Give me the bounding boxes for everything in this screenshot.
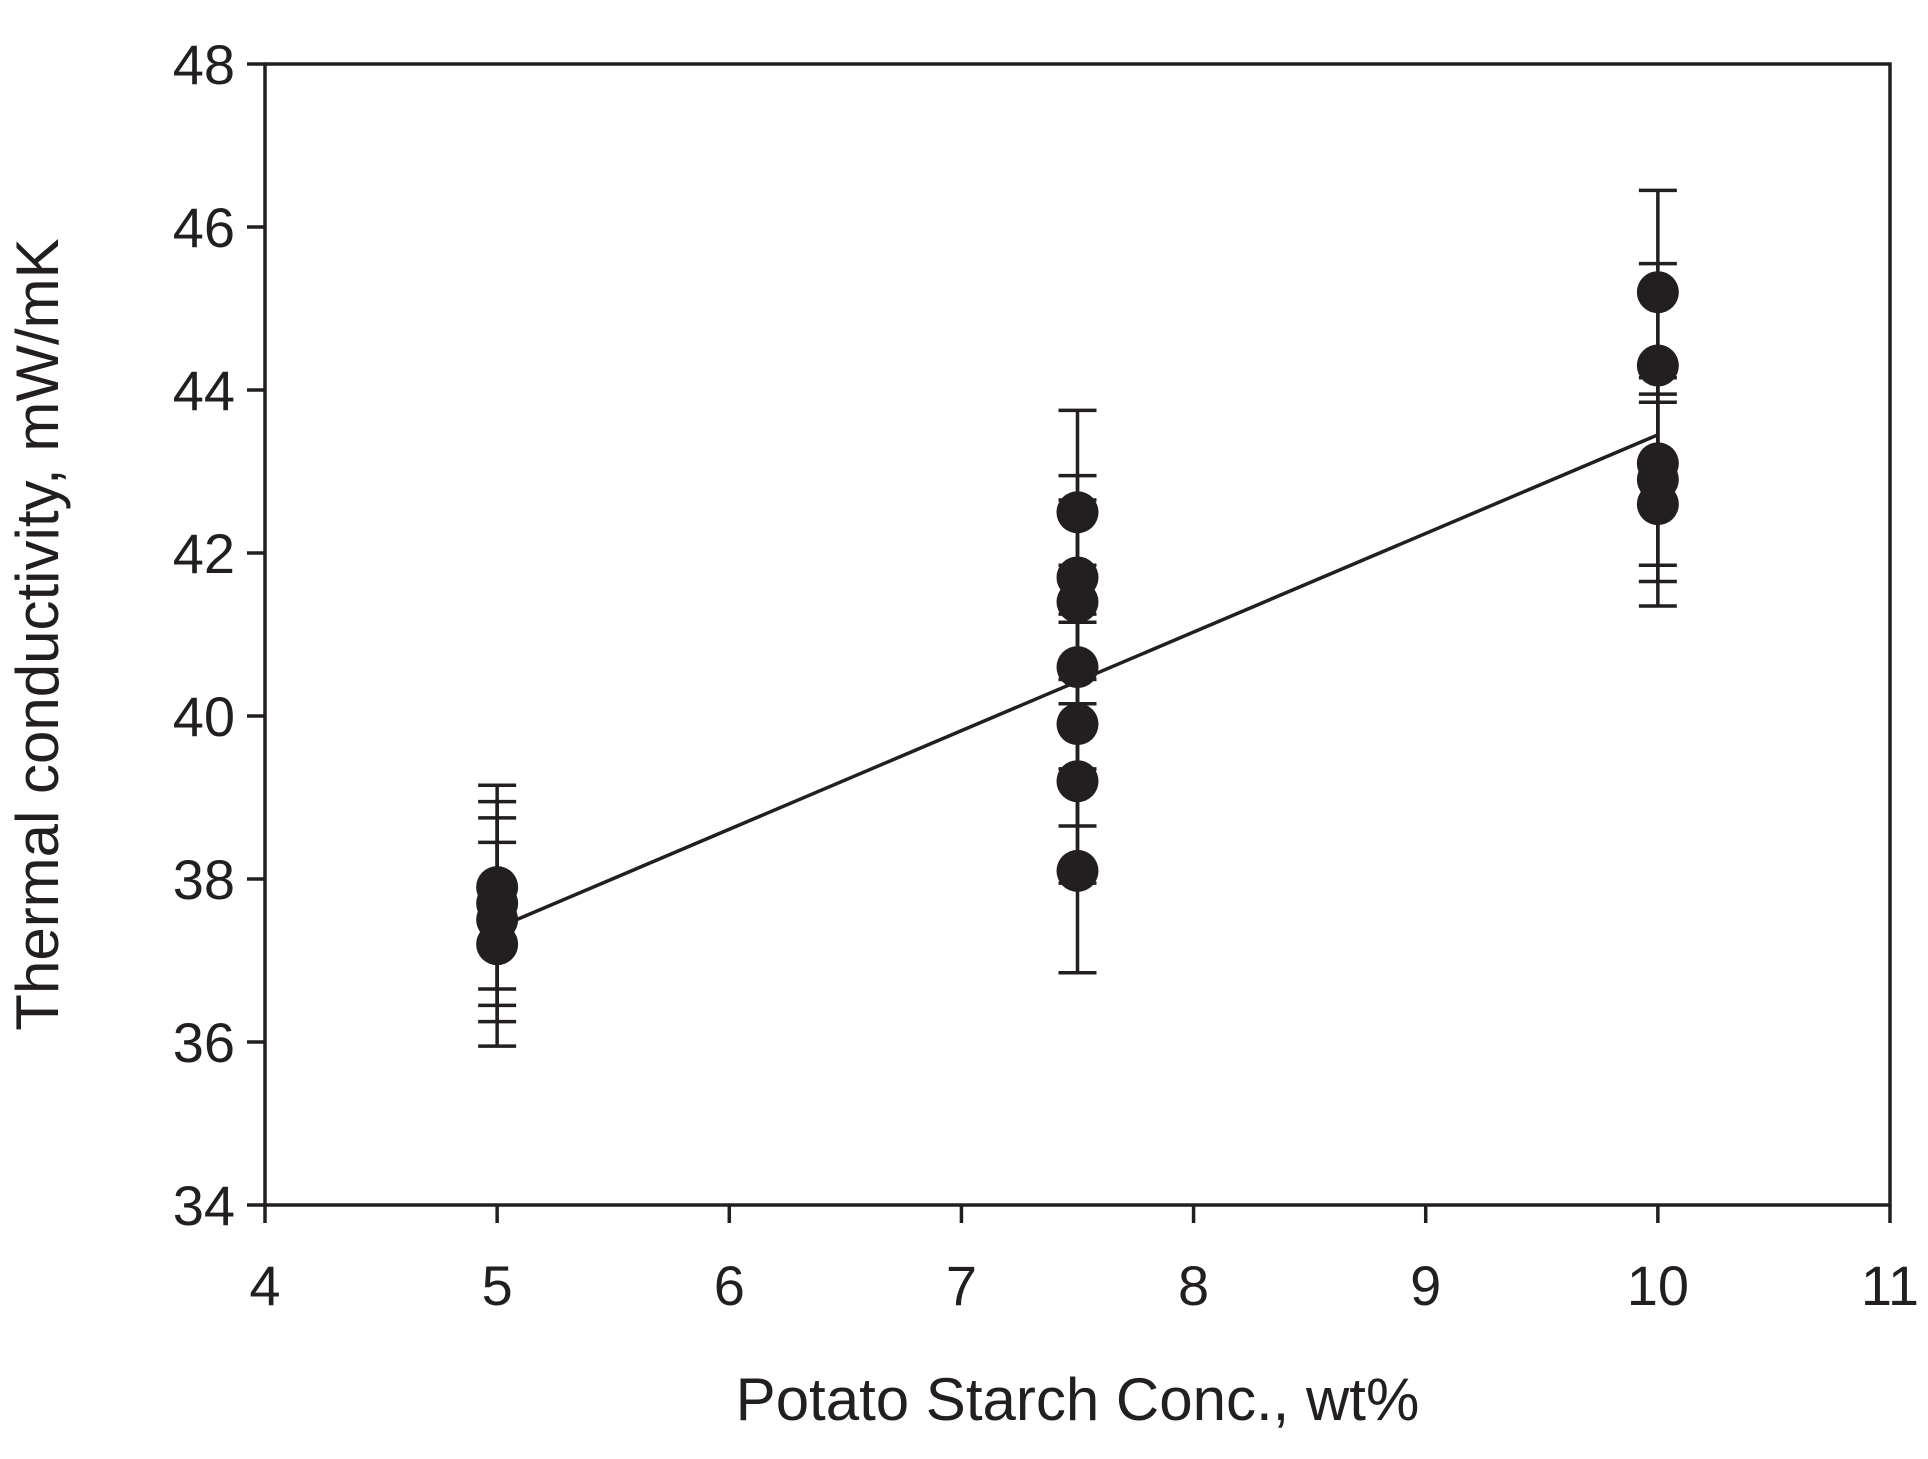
x-tick-label: 11 [1861,1254,1919,1317]
data-point [1056,703,1099,746]
y-tick-label: 42 [173,522,235,585]
y-axis: 34 36 38 40 42 44 46 48 [173,33,265,1237]
data-point [1636,271,1679,314]
x-tick-label: 8 [1178,1254,1209,1317]
data-point [1056,760,1099,803]
data-point [1636,483,1679,526]
x-tick-label: 9 [1410,1254,1441,1317]
x-tick-label: 6 [714,1254,745,1317]
x-tick-label: 7 [946,1254,977,1317]
data-point [1056,646,1099,689]
data-point [1636,344,1679,387]
x-tick-label: 10 [1627,1254,1689,1317]
data-point-layer [476,271,1679,966]
data-point [1056,580,1099,623]
y-tick-label: 48 [173,33,235,96]
y-tick-label: 46 [173,196,235,259]
x-axis-title: Potato Starch Conc., wt% [736,1366,1420,1433]
y-tick-label: 44 [173,359,235,422]
y-tick-label: 40 [173,685,235,748]
data-point [1056,849,1099,892]
x-tick-label: 5 [482,1254,513,1317]
plot-frame [263,62,1892,1207]
y-tick-label: 36 [173,1011,235,1074]
y-axis-title: Thermal conductivity, mW/mK [4,238,71,1030]
x-axis: 4 5 6 7 8 9 10 11 [249,1205,1919,1317]
x-tick-label: 4 [249,1254,280,1317]
y-tick-label: 34 [173,1174,235,1237]
data-point [476,923,519,966]
data-point [1056,491,1099,534]
y-tick-label: 38 [173,848,235,911]
